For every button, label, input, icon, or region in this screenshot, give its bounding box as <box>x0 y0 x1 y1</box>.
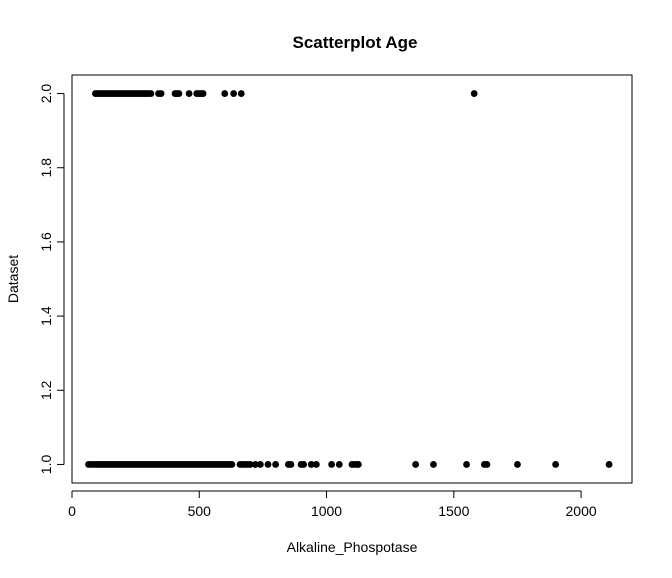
data-point <box>430 461 437 468</box>
y-tick-label: 1.6 <box>38 232 54 252</box>
data-point <box>230 90 238 97</box>
data-point <box>246 461 254 468</box>
data-point <box>251 461 259 468</box>
y-tick-label: 1.8 <box>38 158 54 178</box>
x-tick-label: 1500 <box>438 503 469 519</box>
x-tick-label: 500 <box>188 503 212 519</box>
x-tick-label: 1000 <box>311 503 342 519</box>
data-point <box>185 90 193 97</box>
data-point <box>157 90 165 97</box>
data-point <box>463 461 470 468</box>
data-point <box>228 461 236 468</box>
y-tick-label: 1.2 <box>38 380 54 400</box>
data-point <box>272 461 280 468</box>
data-point <box>514 461 521 468</box>
data-point <box>256 461 264 468</box>
data-point <box>335 461 343 468</box>
x-axis: 0 500 1000 1500 2000 <box>68 490 597 519</box>
plot-frame <box>71 74 633 484</box>
data-point <box>237 90 245 97</box>
data-point <box>354 461 362 468</box>
data-point <box>470 90 478 97</box>
data-point <box>221 90 229 97</box>
data-point <box>199 90 207 97</box>
data-point <box>605 461 613 468</box>
data-point <box>312 461 320 468</box>
data-point <box>328 461 336 468</box>
y-tick-label: 2.0 <box>38 84 54 104</box>
y-axis: 1.0 1.2 1.4 1.6 1.8 2.0 <box>38 84 65 475</box>
x-tick-label: 0 <box>68 503 76 519</box>
data-point <box>300 461 308 468</box>
data-point <box>307 461 315 468</box>
data-point <box>175 90 183 97</box>
x-tick-label: 2000 <box>566 503 597 519</box>
data-points <box>85 90 613 468</box>
y-tick-label: 1.4 <box>38 306 54 326</box>
data-point <box>483 461 491 468</box>
data-point <box>552 461 560 468</box>
data-point <box>412 461 420 468</box>
data-point <box>287 461 295 468</box>
data-point <box>147 90 155 97</box>
y-axis-label: Dataset <box>5 255 21 303</box>
y-tick-label: 1.0 <box>38 455 54 475</box>
chart-title: Scatterplot Age <box>292 33 417 52</box>
data-point <box>264 461 272 468</box>
x-axis-label: Alkaline_Phospotase <box>287 539 418 555</box>
